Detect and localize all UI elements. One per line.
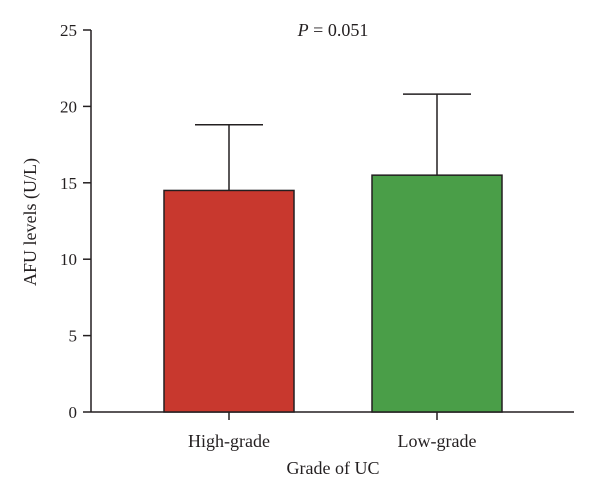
- y-tick-label: 10: [60, 250, 77, 269]
- p-value-symbol: P: [297, 20, 309, 40]
- y-tick-label: 20: [60, 97, 77, 116]
- y-tick-label: 5: [69, 327, 78, 346]
- y-axis-title: AFU levels (U/L): [20, 158, 41, 286]
- x-category-labels: High-grade Low-grade: [188, 412, 476, 451]
- error-bars: [195, 93, 471, 191]
- x-axis: High-grade Low-grade: [91, 411, 574, 451]
- y-tick-label: 25: [60, 21, 77, 40]
- y-ticks: 0 5 10 15 20 25: [60, 21, 91, 422]
- y-tick-label: 15: [60, 174, 77, 193]
- y-tick-label: 0: [69, 403, 78, 422]
- x-axis-title: Grade of UC: [287, 458, 380, 478]
- bar-high-grade: [163, 189, 295, 413]
- p-value-annotation: P = 0.051: [297, 20, 369, 40]
- y-axis: 0 5 10 15 20 25: [60, 21, 92, 422]
- bars: [163, 174, 503, 413]
- x-category-label: High-grade: [188, 431, 270, 451]
- p-value-text: = 0.051: [309, 20, 369, 40]
- x-category-label: Low-grade: [398, 431, 477, 451]
- bar-low-grade: [371, 174, 503, 413]
